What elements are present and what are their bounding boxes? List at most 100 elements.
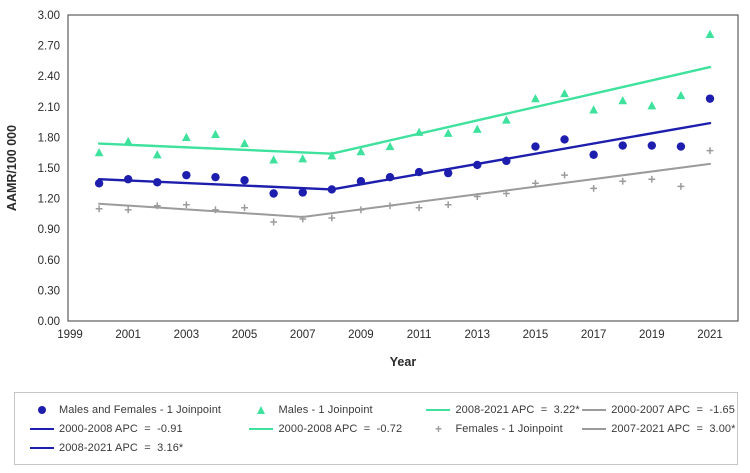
line-glyph: [582, 427, 607, 430]
data-point: [182, 170, 191, 180]
triangle-marker-icon: [244, 405, 278, 414]
legend-item-label: 2007-2021 APC = 3.00*: [611, 422, 736, 435]
legend-item-label: 2000-2008 APC = -0.91: [59, 422, 183, 435]
line-marker-icon: [421, 408, 455, 411]
legend-item: 2007-2021 APC = 3.00*: [577, 419, 736, 438]
line-glyph: [249, 427, 274, 430]
data-point: [415, 204, 423, 212]
data-point: [270, 218, 278, 226]
y-axis-title: AAMR/100 000: [5, 125, 19, 211]
line-glyph: [426, 408, 451, 411]
circle-marker-icon: [25, 405, 59, 414]
y-axis-tick-label: 1.80: [38, 132, 60, 144]
x-axis-tick-label: 2019: [639, 329, 665, 341]
x-axis-tick-label: 2015: [523, 329, 549, 341]
chart-svg: 0.00 0.30 0.60 0.90 1.20 1.50 1.80 2.10 2.40 2.70…: [5, 10, 739, 369]
plus-marker-icon: +: [421, 421, 455, 436]
legend-item-label: Males and Females - 1 Joinpoint: [59, 403, 222, 416]
data-point: [356, 147, 366, 156]
legend-box: Males and Females - 1 Joinpoint 2000-2008…: [14, 392, 738, 465]
legend-item-label: 2000-2008 APC = -0.72: [278, 422, 403, 435]
data-point: [589, 150, 598, 159]
data-point: [444, 201, 452, 209]
data-point: [590, 185, 598, 192]
y-axis-tick-label: 1.20: [38, 194, 60, 206]
data-point: [414, 167, 424, 177]
data-point: [124, 206, 132, 214]
legend-item-label: Females - 1 Joinpoint: [455, 422, 563, 435]
line-glyph: [30, 446, 54, 449]
triangle-glyph: [257, 405, 266, 414]
data-point: [589, 105, 599, 114]
data-point: [153, 202, 161, 210]
legend-item: 2000-2008 APC = -0.72: [244, 419, 421, 438]
legend-item-label: Males - 1 Joinpoint: [278, 403, 373, 416]
x-axis-tick-label: 1999: [57, 329, 83, 341]
data-point: [677, 182, 685, 190]
line-marker-icon: [244, 427, 278, 430]
data-point: [473, 160, 482, 170]
data-point: [182, 201, 190, 209]
line-glyph: [30, 427, 54, 430]
data-point: [648, 175, 656, 183]
data-point: [532, 179, 539, 187]
y-axis-tick-label: 1.50: [38, 163, 60, 175]
data-point: [211, 172, 220, 182]
data-point: [94, 148, 104, 157]
data-point: [356, 177, 366, 186]
x-axis-tick-label: 2005: [232, 329, 258, 341]
line-marker-icon: [577, 408, 611, 411]
data-point: [327, 151, 337, 160]
x-axis-tick-label: 2013: [464, 329, 490, 341]
x-axis-title: Year: [390, 355, 417, 369]
plus-glyph: +: [434, 421, 442, 436]
x-axis-tick-label: 2009: [348, 329, 374, 341]
y-axis-tick-label: 2.70: [38, 41, 60, 53]
plot-border: [67, 14, 739, 322]
data-point: [502, 190, 510, 197]
legend-item: 2000-2008 APC = -0.91: [25, 419, 244, 438]
y-axis-tick-label: 0.90: [38, 224, 60, 236]
data-point: [443, 128, 453, 137]
legend-column: Males and Females - 1 Joinpoint 2000-2008…: [25, 400, 244, 457]
data-point: [705, 29, 715, 38]
data-point: [560, 88, 569, 98]
data-point: [95, 205, 103, 213]
legend-column: 2008-2021 APC = 3.22* + Females - 1 Joinpo…: [421, 400, 580, 457]
legend-item-label: 2008-2021 APC = 3.22*: [455, 403, 580, 416]
x-axis-tick-label: 2017: [581, 329, 607, 341]
data-point: [676, 90, 686, 100]
data-point: [618, 96, 628, 105]
data-point: [181, 132, 191, 141]
y-axis-tick-label: 2.10: [38, 102, 60, 114]
legend-item: + Females - 1 Joinpoint: [421, 419, 577, 438]
data-point: [385, 141, 395, 151]
legend-item: 2008-2021 APC = 3.16*: [25, 438, 244, 457]
data-point: [298, 154, 308, 163]
data-point: [123, 175, 133, 184]
legend-column: Males - 1 Joinpoint 2000-2008 APC = -0.72: [244, 400, 421, 457]
trend-line: [98, 162, 711, 218]
line-marker-icon: [577, 427, 611, 430]
data-point: [531, 142, 540, 151]
data-point: [647, 141, 657, 150]
data-point: [705, 94, 715, 103]
data-point: [647, 101, 657, 110]
data-point: [123, 136, 133, 146]
data-point: [212, 206, 219, 214]
legend-item: 2008-2021 APC = 3.22*: [421, 400, 580, 419]
data-point: [298, 188, 307, 197]
circle-glyph: [38, 405, 46, 414]
data-point: [676, 142, 686, 151]
data-point: [211, 129, 220, 138]
legend-item-label: 2008-2021 APC = 3.16*: [59, 441, 184, 454]
data-point: [560, 135, 569, 144]
data-point: [619, 177, 627, 185]
data-point: [501, 115, 511, 124]
data-point: [531, 94, 540, 103]
data-point: [328, 214, 336, 222]
data-point: [502, 156, 511, 166]
x-axis-tick-label: 2007: [290, 329, 316, 341]
legend-item: 2000-2007 APC = -1.65: [577, 400, 735, 419]
